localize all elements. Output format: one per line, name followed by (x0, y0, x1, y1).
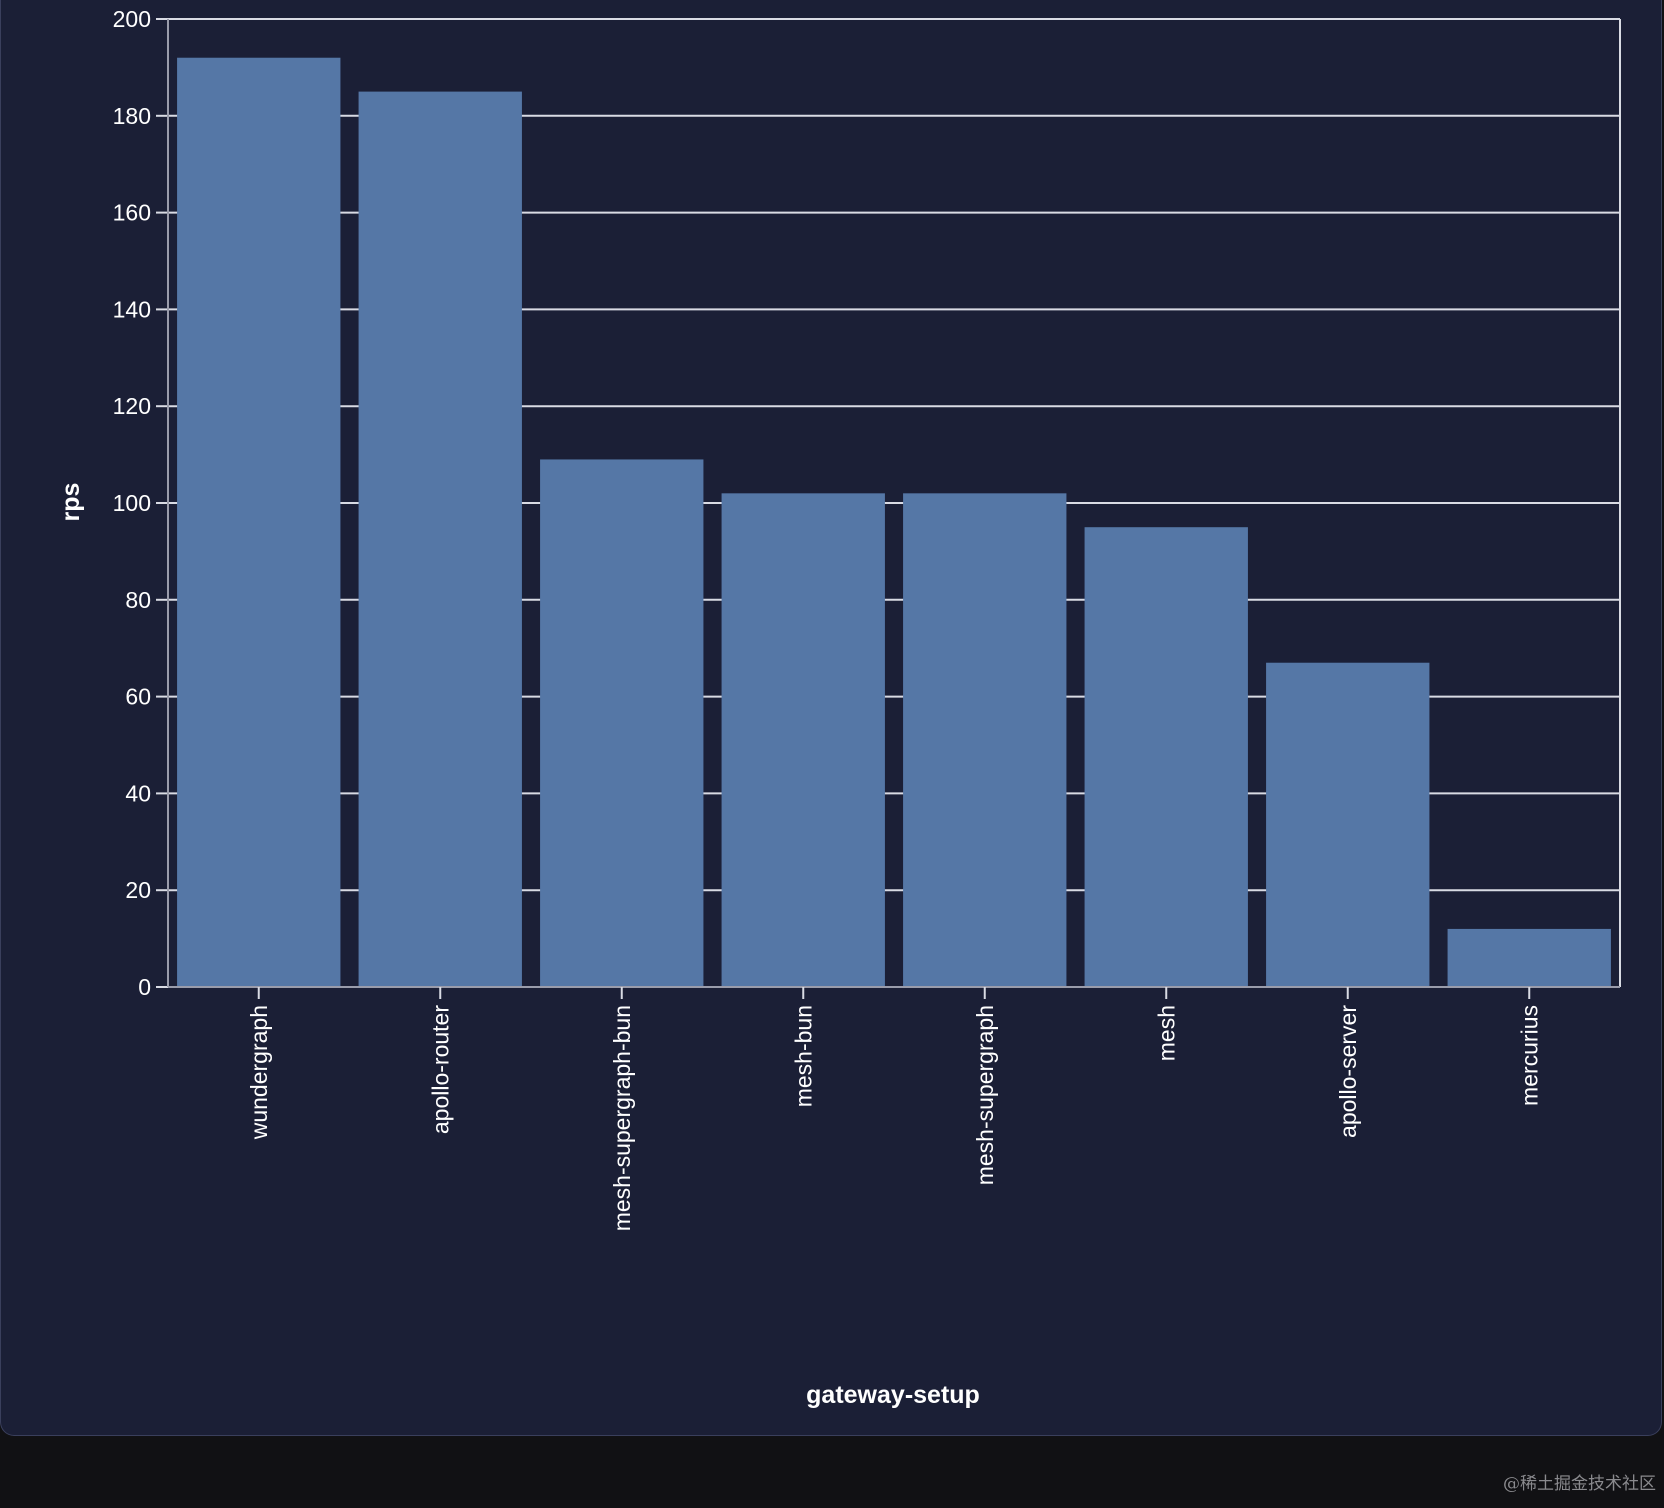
bar-mesh-bun (721, 493, 885, 987)
x-tick-label: mesh-supergraph (972, 1005, 998, 1185)
y-tick-label: 60 (125, 684, 151, 710)
bar-apollo-server (1266, 662, 1430, 987)
x-tick-label: apollo-router (427, 1005, 453, 1134)
x-tick-label: mesh-bun (790, 1005, 816, 1107)
y-tick-label: 80 (125, 587, 151, 613)
y-tick-label: 20 (125, 877, 151, 903)
bar-mesh-supergraph-bun (540, 459, 704, 987)
y-tick-label: 200 (113, 6, 151, 32)
y-axis-label: rps (57, 483, 85, 522)
axes: 0 20 40 60 80 100 120 140 160 180 200 wundergraph ap… (113, 6, 1621, 1231)
y-tick-label: 0 (138, 974, 151, 1000)
y-tick-label: 100 (113, 490, 151, 516)
x-tick-label: mesh-supergraph-bun (609, 1005, 635, 1231)
y-tick-label: 160 (113, 200, 151, 226)
y-tick-label: 120 (113, 393, 151, 419)
bar-mesh (1084, 527, 1248, 987)
y-tick-label: 180 (113, 103, 151, 129)
x-tick-label: mercurius (1516, 1005, 1542, 1106)
watermark: @稀土掘金技术社区 (1503, 1474, 1656, 1494)
x-axis-label: gateway-setup (806, 1381, 980, 1409)
x-tick-label: mesh (1153, 1005, 1179, 1061)
bar-apollo-router (358, 91, 522, 988)
bar-wundergraph (177, 57, 341, 988)
chart-card: 0 20 40 60 80 100 120 140 160 180 200 wundergraph ap… (0, 0, 1662, 1436)
bar-chart: 0 20 40 60 80 100 120 140 160 180 200 wundergraph ap… (57, 6, 1621, 1409)
bar-mercurius (1447, 928, 1611, 987)
bar-mesh-supergraph (903, 493, 1067, 987)
y-tick-label: 40 (125, 780, 151, 806)
x-tick-label: apollo-server (1335, 1005, 1361, 1138)
y-tick-label: 140 (113, 296, 151, 322)
bars (177, 57, 1611, 988)
x-tick-label: wundergraph (246, 1005, 272, 1140)
